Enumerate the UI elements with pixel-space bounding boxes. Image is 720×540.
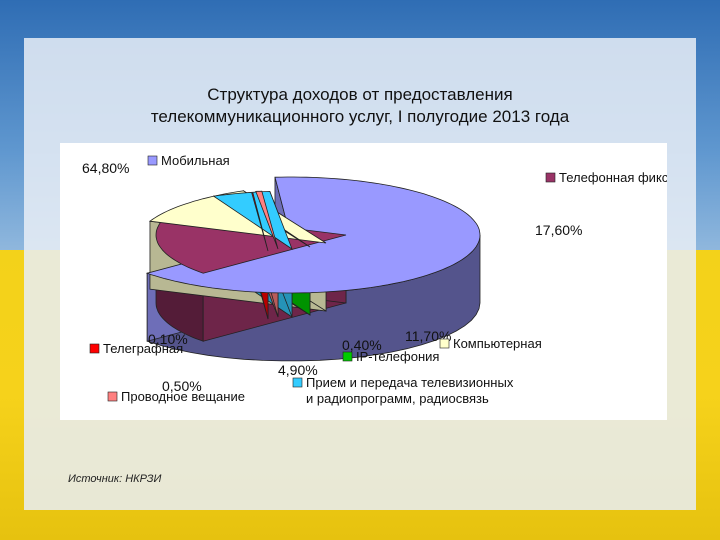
legend-label-6: Проводное вещание <box>121 389 245 404</box>
legend-swatch-1 <box>147 155 158 166</box>
pie-chart: 64,80% Мобильная 17,60% Телефонная фиксиров… <box>82 153 720 406</box>
source-note: Источник: НКРЗИ <box>68 473 162 485</box>
slide-title: Структура доходов от предоставления теле… <box>60 84 660 128</box>
legend-swatch-2 <box>545 172 556 183</box>
data-label-6: 0,50% <box>162 378 202 394</box>
legend-label-4: IP-телефония <box>356 349 439 364</box>
slice-7 <box>251 192 269 252</box>
slice-6 <box>255 190 279 250</box>
legend-swatch-4 <box>342 351 353 362</box>
data-label-2: 17,60% <box>535 222 582 238</box>
legend-label-7: Телеграфная <box>103 341 183 356</box>
legend-swatch-5 <box>292 377 303 388</box>
data-label-7: 0,10% <box>148 331 188 347</box>
legend-swatch-6 <box>107 391 118 402</box>
legend-swatch-3 <box>439 338 450 349</box>
legend-swatch-7 <box>89 343 100 354</box>
legend-label-3: Компьютерная <box>453 336 542 351</box>
chart-area: 64,80% Мобильная 17,60% Телефонная фиксиров… <box>60 143 720 420</box>
legend-label-2: Телефонная фиксированная <box>559 170 667 185</box>
title-line-2: телекоммуникационного услуг, I полугодие… <box>150 107 570 126</box>
data-label-4: 0,40% <box>342 337 382 353</box>
legend-label-5: Прием и передача телевизионных <box>306 375 514 390</box>
title-line-1: Структура доходов от предоставления <box>207 85 513 104</box>
legend-label-1: Мобильная <box>161 153 230 168</box>
data-label-5: 4,90% <box>278 362 318 378</box>
legend-label-5-1: и радиопрограмм, радиосвязь <box>306 391 489 406</box>
data-label-1: 64,80% <box>82 160 129 176</box>
